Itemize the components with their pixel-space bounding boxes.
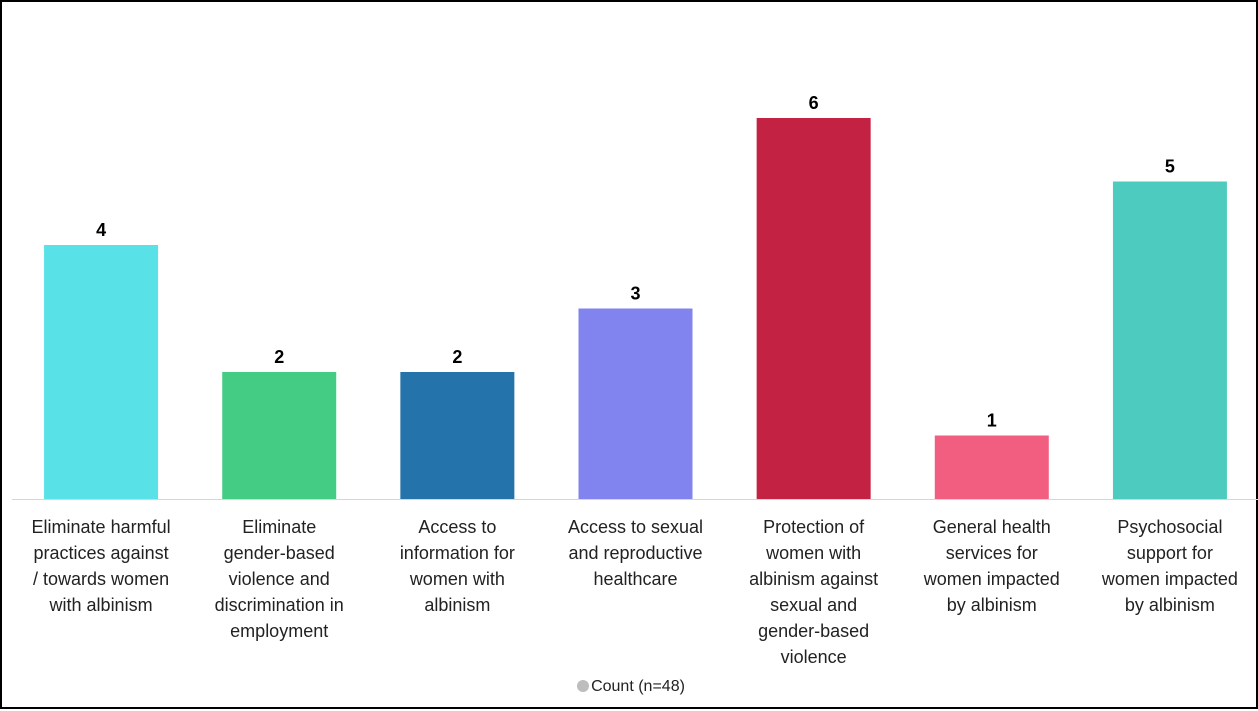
x-tick-label-line: Access to sexual [567, 517, 704, 537]
x-tick-label-line: / towards women [33, 569, 170, 589]
x-tick-label: Access to sexual and reproductive healthca… [551, 514, 721, 592]
legend-marker [577, 680, 590, 692]
data-label: 5 [1165, 157, 1175, 177]
x-tick-label: Access to information for women with albini… [372, 514, 542, 618]
data-label: 4 [96, 220, 106, 240]
x-tick-label: Eliminate gender-based violence and discrim… [194, 514, 364, 644]
x-tick-label-line: by albinism [1124, 595, 1215, 615]
x-tick-label-line: women impacted [1101, 569, 1238, 589]
bar[interactable] [578, 308, 693, 500]
x-tick-label-line: practices against [33, 543, 169, 563]
legend[interactable]: Count (n=48) [2, 678, 1258, 696]
x-tick-label-line: albinism [424, 595, 491, 615]
data-label: 2 [274, 347, 284, 367]
x-tick-label-line: Access to [418, 517, 497, 537]
x-tick-label-line: with albinism [49, 595, 153, 615]
x-tick-label-line: women with [409, 569, 505, 589]
x-tick-label-line: Psychosocial [1117, 517, 1223, 537]
data-label: 1 [987, 411, 997, 431]
x-tick-label-line: employment [230, 621, 329, 641]
legend-label: Count (n=48) [591, 678, 685, 695]
x-tick-label-line: by albinism [946, 595, 1037, 615]
x-tick-label: Eliminate harmful practices against / towa… [16, 514, 186, 618]
x-tick-label-line: support for [1126, 543, 1213, 563]
bar[interactable] [400, 372, 515, 499]
x-tick-label-line: women impacted [923, 569, 1060, 589]
x-tick-label-line: Protection of [763, 517, 865, 537]
x-tick-label-line: violence [780, 647, 847, 667]
x-tick-label-line: gender-based [758, 621, 870, 641]
x-tick-label-line: Eliminate harmful [31, 517, 171, 537]
bar[interactable] [222, 372, 337, 499]
x-tick-label-line: services for [945, 543, 1038, 563]
x-tick-label-line: Eliminate [242, 517, 317, 537]
x-tick-label-line: healthcare [593, 569, 678, 589]
bar[interactable] [934, 435, 1049, 500]
x-tick-label-line: discrimination in [214, 595, 344, 615]
bar[interactable] [1112, 181, 1227, 500]
x-tick-label-line: violence and [228, 569, 330, 589]
x-tick-label-line: information for [399, 543, 515, 563]
x-tick-label: General health services for women impacted… [907, 514, 1077, 618]
data-label: 3 [630, 284, 640, 304]
x-tick-label: Psychosocial support for women impacted by … [1085, 514, 1255, 618]
x-tick-label-line: sexual and [770, 595, 858, 615]
bar[interactable] [44, 245, 159, 499]
x-tick-label: Protection of women with albinism against s… [729, 514, 899, 670]
x-tick-label-line: and reproductive [568, 543, 703, 563]
x-tick-label-line: albinism against [749, 569, 879, 589]
data-label: 6 [809, 93, 819, 113]
x-tick-label-line: women with [766, 543, 862, 563]
x-tick-label-line: General health [932, 517, 1051, 537]
bar[interactable] [756, 118, 871, 499]
data-label: 2 [452, 347, 462, 367]
x-tick-label-line: gender-based [223, 543, 335, 563]
